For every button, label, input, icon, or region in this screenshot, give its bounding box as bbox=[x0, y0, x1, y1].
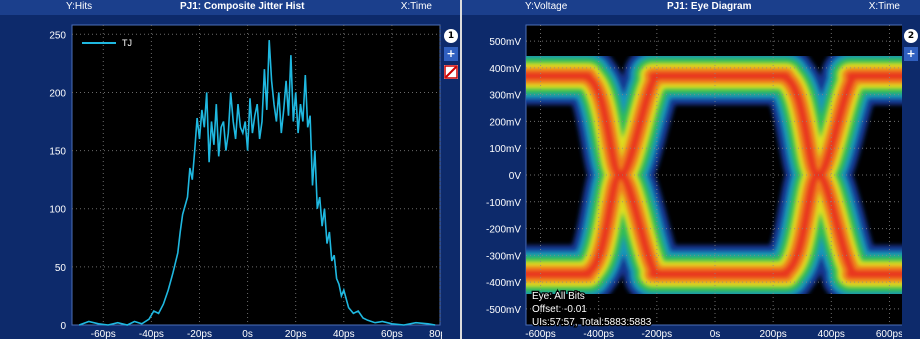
eye-info-line: Offset: -0.01 bbox=[532, 304, 587, 315]
x-tick-label: 0s bbox=[710, 329, 721, 339]
eye-diagram-panel: Y:Voltage PJ1: Eye Diagram X:Time 2 + 50… bbox=[462, 0, 920, 339]
eye-panel-titlebar: Y:Voltage PJ1: Eye Diagram X:Time bbox=[462, 0, 920, 15]
no-display-icon[interactable] bbox=[444, 65, 458, 79]
y-tick-label: 50 bbox=[55, 263, 67, 274]
eye-panel-title: PJ1: Eye Diagram bbox=[667, 1, 752, 12]
y-tick-label: 500mV bbox=[489, 37, 521, 48]
jitter-panel-toolbar: 1 + bbox=[442, 15, 460, 339]
jitter-x-axis-name: X:Time bbox=[401, 1, 432, 12]
x-tick-label: -60ps bbox=[91, 329, 116, 339]
eye-x-axis-name: X:Time bbox=[869, 1, 900, 12]
y-tick-label: 300mV bbox=[489, 91, 521, 102]
jitter-histogram-chart: 0 50 100 150 200 250 -60ps -40ps -20ps 0s 20ps 40ps… bbox=[0, 15, 442, 339]
eye-info-line: Eye: All Bits bbox=[532, 291, 585, 302]
eye-diagram-chart: 500mV 400mV 300mV 200mV 100mV 0V -100mV -200mV -… bbox=[462, 15, 902, 339]
x-tick-label: 0s bbox=[242, 329, 253, 339]
jitter-panel-title: PJ1: Composite Jitter Hist bbox=[180, 1, 304, 12]
y-tick-label: -400mV bbox=[486, 278, 521, 289]
eye-y-axis-name: Y:Voltage bbox=[525, 1, 567, 12]
y-tick-label: 150 bbox=[49, 147, 66, 158]
x-tick-label: -400ps bbox=[583, 329, 614, 339]
x-tick-label: -20ps bbox=[187, 329, 212, 339]
y-tick-label: 200mV bbox=[489, 117, 521, 128]
jitter-panel-titlebar: Y:Hits PJ1: Composite Jitter Hist X:Time bbox=[0, 0, 460, 15]
y-tick-label: 0 bbox=[60, 321, 66, 332]
y-tick-label: 250 bbox=[49, 30, 66, 41]
x-tick-label: 20ps bbox=[285, 329, 307, 339]
y-tick-label: -500mV bbox=[486, 305, 521, 316]
x-tick-label: 400ps bbox=[818, 329, 845, 339]
add-trace-button[interactable]: + bbox=[904, 47, 918, 61]
x-tick-label: 600ps bbox=[876, 329, 902, 339]
x-tick-label: 80ps bbox=[429, 329, 442, 339]
add-trace-button[interactable]: + bbox=[444, 47, 458, 61]
eye-info-line: UIs:57:57, Total:5883:5883 bbox=[532, 317, 652, 328]
y-tick-label: 100mV bbox=[489, 144, 521, 155]
y-tick-label: 100 bbox=[49, 205, 66, 216]
x-tick-label: 60ps bbox=[381, 329, 403, 339]
y-tick-label: -100mV bbox=[486, 198, 521, 209]
x-tick-label: -40ps bbox=[139, 329, 164, 339]
x-tick-label: 200ps bbox=[760, 329, 787, 339]
y-tick-label: 200 bbox=[49, 88, 66, 99]
jitter-histogram-panel: Y:Hits PJ1: Composite Jitter Hist X:Time… bbox=[0, 0, 460, 339]
y-tick-label: -300mV bbox=[486, 251, 521, 262]
jitter-plot-area bbox=[72, 25, 440, 325]
y-tick-label: -200mV bbox=[486, 225, 521, 236]
panel-number-badge[interactable]: 2 bbox=[904, 29, 918, 43]
legend-label: TJ bbox=[122, 38, 132, 48]
jitter-y-axis-name: Y:Hits bbox=[66, 1, 92, 12]
eye-panel-toolbar: 2 + bbox=[902, 15, 920, 339]
x-tick-label: -600ps bbox=[525, 329, 556, 339]
x-tick-label: -200ps bbox=[642, 329, 673, 339]
y-tick-label: 400mV bbox=[489, 64, 521, 75]
x-tick-label: 40ps bbox=[333, 329, 355, 339]
panel-number-badge[interactable]: 1 bbox=[444, 29, 458, 43]
y-tick-label: 0V bbox=[509, 171, 522, 182]
